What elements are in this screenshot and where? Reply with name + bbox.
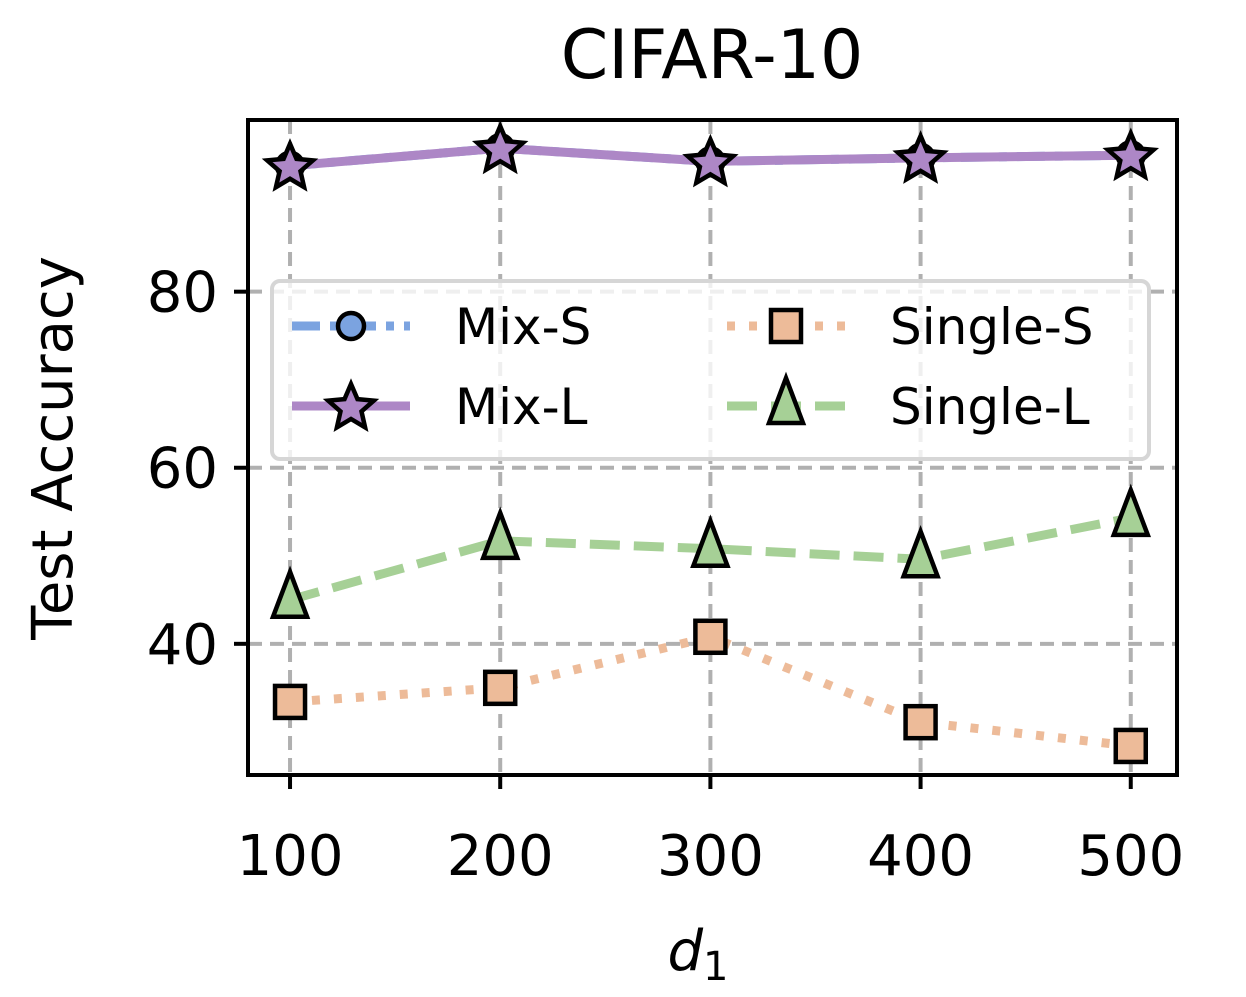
data-point-triangle — [690, 514, 731, 568]
data-point-star — [471, 120, 529, 175]
legend-label: Mix-S — [455, 298, 591, 356]
data-point-square — [1113, 727, 1149, 765]
axes: 100 200 300 400 500 40 60 80 — [147, 261, 1184, 889]
series-single-l — [269, 483, 1152, 620]
series-group — [261, 120, 1160, 765]
x-tick-label: 300 — [657, 824, 764, 889]
data-point-square — [903, 703, 938, 741]
data-point-triangle — [900, 524, 941, 579]
data-point-square — [693, 618, 728, 656]
legend-item-single-s: Single-S — [727, 298, 1094, 356]
plot-frame — [246, 118, 1179, 777]
data-point-star — [682, 133, 739, 188]
legend-label: Single-L — [890, 378, 1090, 436]
data-point-square — [482, 669, 518, 707]
x-tick-label: 400 — [867, 824, 974, 889]
chart-title: CIFAR-10 — [561, 16, 863, 95]
y-tick-label: 40 — [147, 613, 218, 678]
data-point-square — [272, 683, 308, 721]
legend: Mix-S Single-S Mix-L Single-L — [270, 279, 1151, 461]
x-axis-label-subscript: 1 — [703, 944, 728, 990]
legend-marker-star — [322, 378, 380, 433]
data-point-star — [1102, 127, 1160, 182]
legend-label: Mix-L — [455, 378, 588, 436]
data-point-star — [892, 130, 949, 184]
x-axis-label: d1 — [668, 919, 729, 990]
legend-item-mix-s: Mix-S — [292, 298, 591, 356]
legend-item-mix-l: Mix-L — [292, 378, 588, 436]
legend-marker-square — [768, 307, 804, 345]
x-tick-label: 200 — [447, 824, 554, 889]
data-point-triangle — [1110, 483, 1152, 538]
series-line — [288, 513, 1132, 605]
legend-label: Single-S — [890, 298, 1094, 356]
x-tick-label: 100 — [237, 824, 344, 889]
series-single-s — [272, 618, 1149, 765]
legend-marker-triangle — [765, 371, 807, 426]
data-point-triangle — [269, 565, 311, 620]
x-tick-label: 500 — [1077, 824, 1184, 889]
series-mix-l — [261, 120, 1160, 192]
data-point-triangle — [479, 506, 521, 561]
y-axis-label: Test Accuracy — [21, 256, 86, 641]
x-axis-label-main: d — [668, 919, 704, 984]
legend-item-single-l: Single-L — [727, 371, 1090, 436]
legend-frame — [270, 279, 1151, 461]
data-point-star — [261, 138, 319, 192]
legend-marker-circle — [335, 310, 367, 342]
y-tick-label: 80 — [147, 261, 218, 326]
y-tick-label: 60 — [147, 437, 218, 502]
